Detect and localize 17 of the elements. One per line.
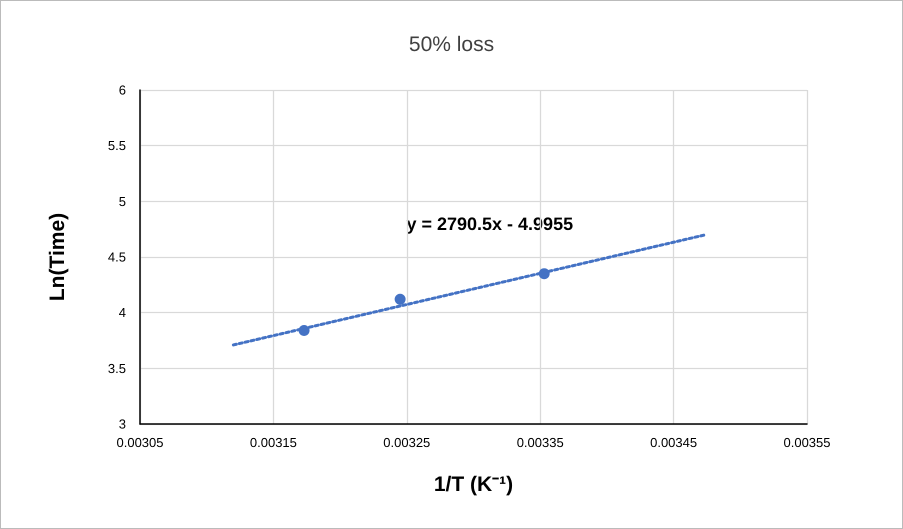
y-tick-label: 3 [118,416,126,432]
x-tick-label: 0.00305 [116,435,164,450]
y-tick-label: 4 [118,305,126,320]
y-tick-label: 5.5 [108,138,126,154]
x-tick-label: 0.00355 [784,435,830,450]
y-tick-label: 4.5 [108,250,126,264]
x-tick-label: 0.00315 [250,435,297,450]
x-axis-title: 1/T (K⁻¹) [434,473,514,496]
chart-title: 50% loss [408,33,494,56]
y-tick-label: 3.5 [108,360,126,376]
x-tick-label: 0.00335 [516,435,564,450]
x-tick-label: 0.00325 [383,435,430,450]
point [394,294,406,305]
y-axis-title: Ln(Time) [46,212,69,302]
x-tick-label: 0.00345 [650,435,698,450]
y-tick-label: 6 [118,82,126,98]
y-tick-label: 5 [118,194,126,209]
